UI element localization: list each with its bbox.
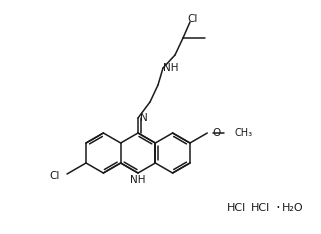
Text: CH₃: CH₃ [234,128,252,138]
Text: ·: · [276,201,280,216]
Text: Cl: Cl [188,14,198,24]
Text: O: O [212,128,221,138]
Text: H₂O: H₂O [282,203,304,213]
Text: HCl: HCl [227,203,247,213]
Text: Cl: Cl [50,171,60,181]
Text: NH: NH [130,175,146,185]
Text: HCl: HCl [250,203,270,213]
Text: N: N [140,113,148,123]
Text: NH: NH [163,63,179,73]
